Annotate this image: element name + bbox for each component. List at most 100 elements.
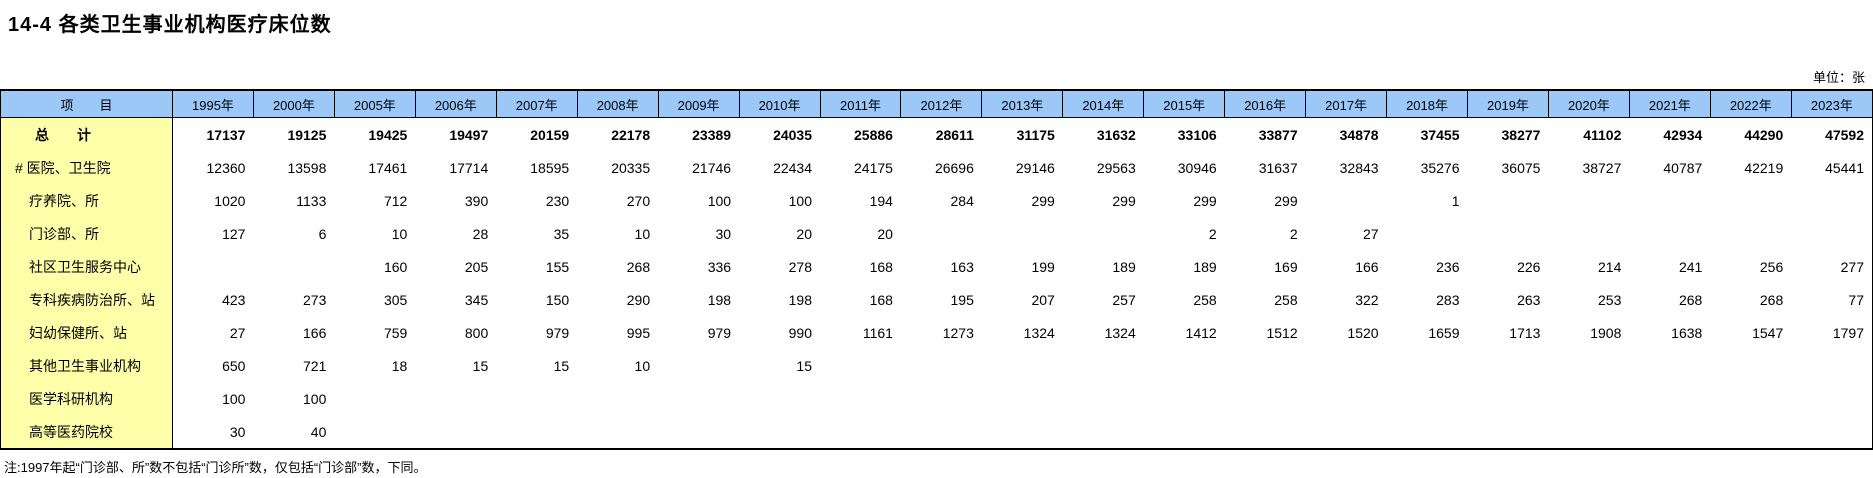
value-cell: 166 bbox=[1355, 258, 1379, 275]
value-cell: 42934 bbox=[1663, 126, 1703, 143]
table-row: 其他卫生事业机构 650 721 18 15 15 10 15 bbox=[0, 349, 1873, 382]
value-cell bbox=[1468, 415, 1549, 449]
col-header-year-7: 2010年 bbox=[738, 89, 821, 118]
value-cell bbox=[415, 382, 496, 415]
col-header-year-4: 2007年 bbox=[495, 89, 578, 118]
value-cell: 19497 bbox=[449, 126, 489, 143]
value-cell: 15 bbox=[472, 357, 489, 374]
value-cell: 345 bbox=[464, 291, 489, 308]
value-cell bbox=[1710, 217, 1791, 250]
value-cell bbox=[1791, 382, 1872, 415]
value-cell: 22434 bbox=[773, 159, 812, 176]
col-header-year-1: 2000年 bbox=[252, 89, 335, 118]
value-cell: 27 bbox=[229, 324, 246, 341]
value-cell bbox=[820, 349, 901, 382]
value-cell bbox=[334, 415, 415, 449]
value-cell: 18595 bbox=[530, 159, 570, 176]
value-cell: 1547 bbox=[1752, 324, 1784, 341]
value-cell: 979 bbox=[545, 324, 570, 341]
value-cell: 299 bbox=[1274, 192, 1298, 209]
value-cell bbox=[173, 250, 254, 283]
value-cell: 24035 bbox=[773, 126, 812, 143]
value-cell: 1412 bbox=[1185, 324, 1217, 341]
value-cell: 30946 bbox=[1177, 159, 1217, 176]
value-cell bbox=[415, 415, 496, 449]
value-cell: 256 bbox=[1759, 258, 1784, 275]
value-cell bbox=[658, 415, 739, 449]
value-cell bbox=[739, 382, 820, 415]
value-cell: 214 bbox=[1598, 258, 1622, 275]
value-cell bbox=[1144, 415, 1225, 449]
value-cell bbox=[658, 349, 739, 382]
table-row: 专科疾病防治所、站 423 273 305 345 150 290 198 198 168 195 2… bbox=[0, 283, 1873, 316]
value-cell bbox=[1144, 349, 1225, 382]
table-row: 医学科研机构 100 100 bbox=[0, 382, 1873, 415]
value-cell: 100 bbox=[707, 192, 732, 209]
value-cell bbox=[1063, 217, 1144, 250]
value-cell: 423 bbox=[222, 291, 246, 308]
value-cell: 257 bbox=[1112, 291, 1136, 308]
value-cell bbox=[1387, 217, 1468, 250]
value-cell: 258 bbox=[1193, 291, 1217, 308]
col-header-year-18: 2021年 bbox=[1628, 89, 1711, 118]
value-cell: 1520 bbox=[1347, 324, 1379, 341]
value-cell: 10 bbox=[634, 357, 651, 374]
value-cell bbox=[739, 415, 820, 449]
value-cell: 278 bbox=[788, 258, 812, 275]
value-cell bbox=[1387, 415, 1468, 449]
value-cell: 20335 bbox=[611, 159, 651, 176]
value-cell: 277 bbox=[1840, 258, 1864, 275]
value-cell: 236 bbox=[1436, 258, 1460, 275]
value-cell: 150 bbox=[545, 291, 570, 308]
value-cell: 759 bbox=[383, 324, 408, 341]
value-cell: 169 bbox=[1274, 258, 1298, 275]
value-cell: 100 bbox=[222, 390, 246, 407]
value-cell: 721 bbox=[303, 357, 327, 374]
col-header-year-3: 2006年 bbox=[414, 89, 497, 118]
value-cell: 205 bbox=[464, 258, 489, 275]
value-cell: 268 bbox=[1759, 291, 1784, 308]
col-header-year-12: 2015年 bbox=[1143, 89, 1226, 118]
col-header-year-14: 2017年 bbox=[1305, 89, 1388, 118]
value-cell: 30 bbox=[229, 423, 246, 440]
value-cell: 299 bbox=[1193, 192, 1217, 209]
value-cell bbox=[496, 382, 577, 415]
value-cell: 270 bbox=[626, 192, 651, 209]
row-label: 社区卫生服务中心 bbox=[0, 250, 173, 283]
col-header-item: 项 目 bbox=[0, 89, 173, 118]
value-cell bbox=[901, 349, 982, 382]
value-cell bbox=[1791, 184, 1872, 217]
row-label: 疗养院、所 bbox=[0, 184, 173, 217]
value-cell bbox=[1063, 382, 1144, 415]
value-cell bbox=[820, 382, 901, 415]
value-cell bbox=[1225, 415, 1306, 449]
value-cell: 34878 bbox=[1339, 126, 1379, 143]
col-header-year-19: 2022年 bbox=[1709, 89, 1792, 118]
value-cell bbox=[1548, 184, 1629, 217]
value-cell: 25886 bbox=[854, 126, 893, 143]
value-cell: 10 bbox=[391, 225, 408, 242]
row-label: 高等医药院校 bbox=[0, 415, 173, 449]
value-cell: 37455 bbox=[1420, 126, 1460, 143]
col-header-year-16: 2019年 bbox=[1467, 89, 1549, 118]
table-row: 疗养院、所 1020 1133 712 390 230 270 100 100 194 284 299… bbox=[0, 184, 1873, 217]
header-row: 项 目 1995年 2000年 2005年 2006年 2007年 2008年 2009年 20… bbox=[0, 89, 1873, 118]
value-cell: 20 bbox=[877, 225, 893, 242]
value-cell: 6 bbox=[318, 225, 327, 242]
value-cell: 273 bbox=[303, 291, 327, 308]
value-cell: 45441 bbox=[1825, 159, 1864, 176]
value-cell: 299 bbox=[1112, 192, 1136, 209]
value-cell: 33106 bbox=[1177, 126, 1217, 143]
col-header-year-20: 2023年 bbox=[1790, 89, 1873, 118]
value-cell: 263 bbox=[1517, 291, 1541, 308]
value-cell bbox=[1791, 217, 1872, 250]
col-header-year-2: 2005年 bbox=[333, 89, 416, 118]
value-cell: 127 bbox=[222, 225, 246, 242]
value-cell: 1324 bbox=[1023, 324, 1055, 341]
value-cell: 1133 bbox=[296, 192, 327, 209]
value-cell: 241 bbox=[1678, 258, 1703, 275]
value-cell bbox=[901, 415, 982, 449]
value-cell: 226 bbox=[1517, 258, 1541, 275]
value-cell: 38277 bbox=[1501, 126, 1541, 143]
value-cell: 10 bbox=[634, 225, 651, 242]
